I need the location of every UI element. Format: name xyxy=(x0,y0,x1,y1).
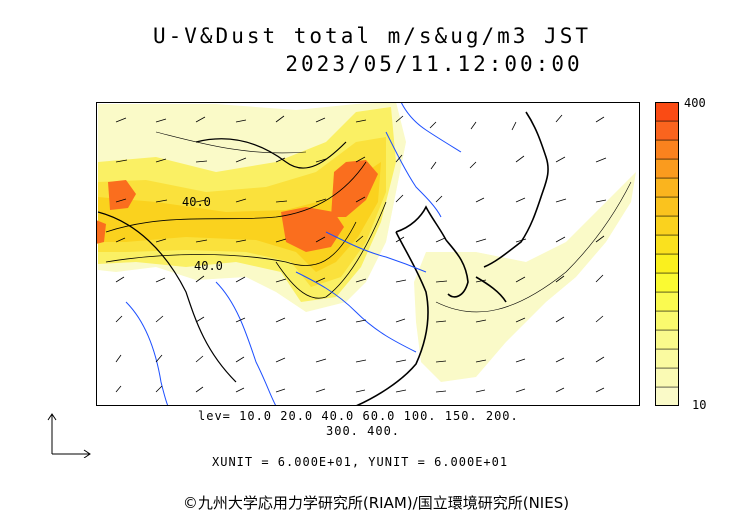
colorbar-swatch xyxy=(655,386,679,406)
coastline-korea xyxy=(445,239,469,298)
colorbar-swatch xyxy=(655,120,679,141)
colorbar-swatch xyxy=(655,158,679,179)
colorbar-swatch xyxy=(655,196,679,217)
dust-core-west xyxy=(108,180,136,210)
map-datetime: 2023/05/11.12:00:00 xyxy=(285,52,583,76)
colorbar-swatch xyxy=(655,348,679,369)
rivers xyxy=(215,281,277,406)
colorbar-swatch xyxy=(655,291,679,312)
colorbar-swatch xyxy=(655,310,679,331)
colorbar-swatch xyxy=(655,272,679,293)
colorbar-swatch xyxy=(655,367,679,388)
contour-levels-line2: 300. 400. xyxy=(326,424,401,438)
colorbar-swatch xyxy=(655,253,679,274)
copyright-credit: ©九州大学応用力学研究所(RIAM)/国立環境研究所(NIES) xyxy=(182,494,570,512)
colorbar-max-label: 400 xyxy=(684,96,706,110)
colorbar-min-label: 10 xyxy=(692,398,707,412)
colorbar-frame xyxy=(655,102,679,406)
colorbar-swatch xyxy=(655,215,679,236)
dust-map: 40.0 40.0 xyxy=(96,102,640,406)
coastline-mainland xyxy=(355,231,429,406)
vector-scale-icon xyxy=(47,413,91,458)
colorbar-swatch xyxy=(655,234,679,255)
colorbar-swatch xyxy=(655,177,679,198)
contour-label: 40.0 xyxy=(194,259,223,273)
dust-core-east xyxy=(331,160,378,217)
contour-levels-line1: lev= 10.0 20.0 40.0 60.0 100. 150. 200. xyxy=(198,409,519,423)
map-title: U-V&Dust total m/s&ug/m3 JST xyxy=(152,24,591,48)
colorbar-swatch xyxy=(655,139,679,160)
border-lines xyxy=(97,211,237,383)
colorbar xyxy=(655,102,679,406)
contour-label: 40.0 xyxy=(182,195,211,209)
coastline-japan xyxy=(483,111,549,268)
colorbar-swatch xyxy=(655,329,679,350)
wind-vectors xyxy=(115,114,607,393)
colorbar-swatch xyxy=(655,102,679,122)
unit-scale-text: XUNIT = 6.000E+01, YUNIT = 6.000E+01 xyxy=(212,455,509,469)
